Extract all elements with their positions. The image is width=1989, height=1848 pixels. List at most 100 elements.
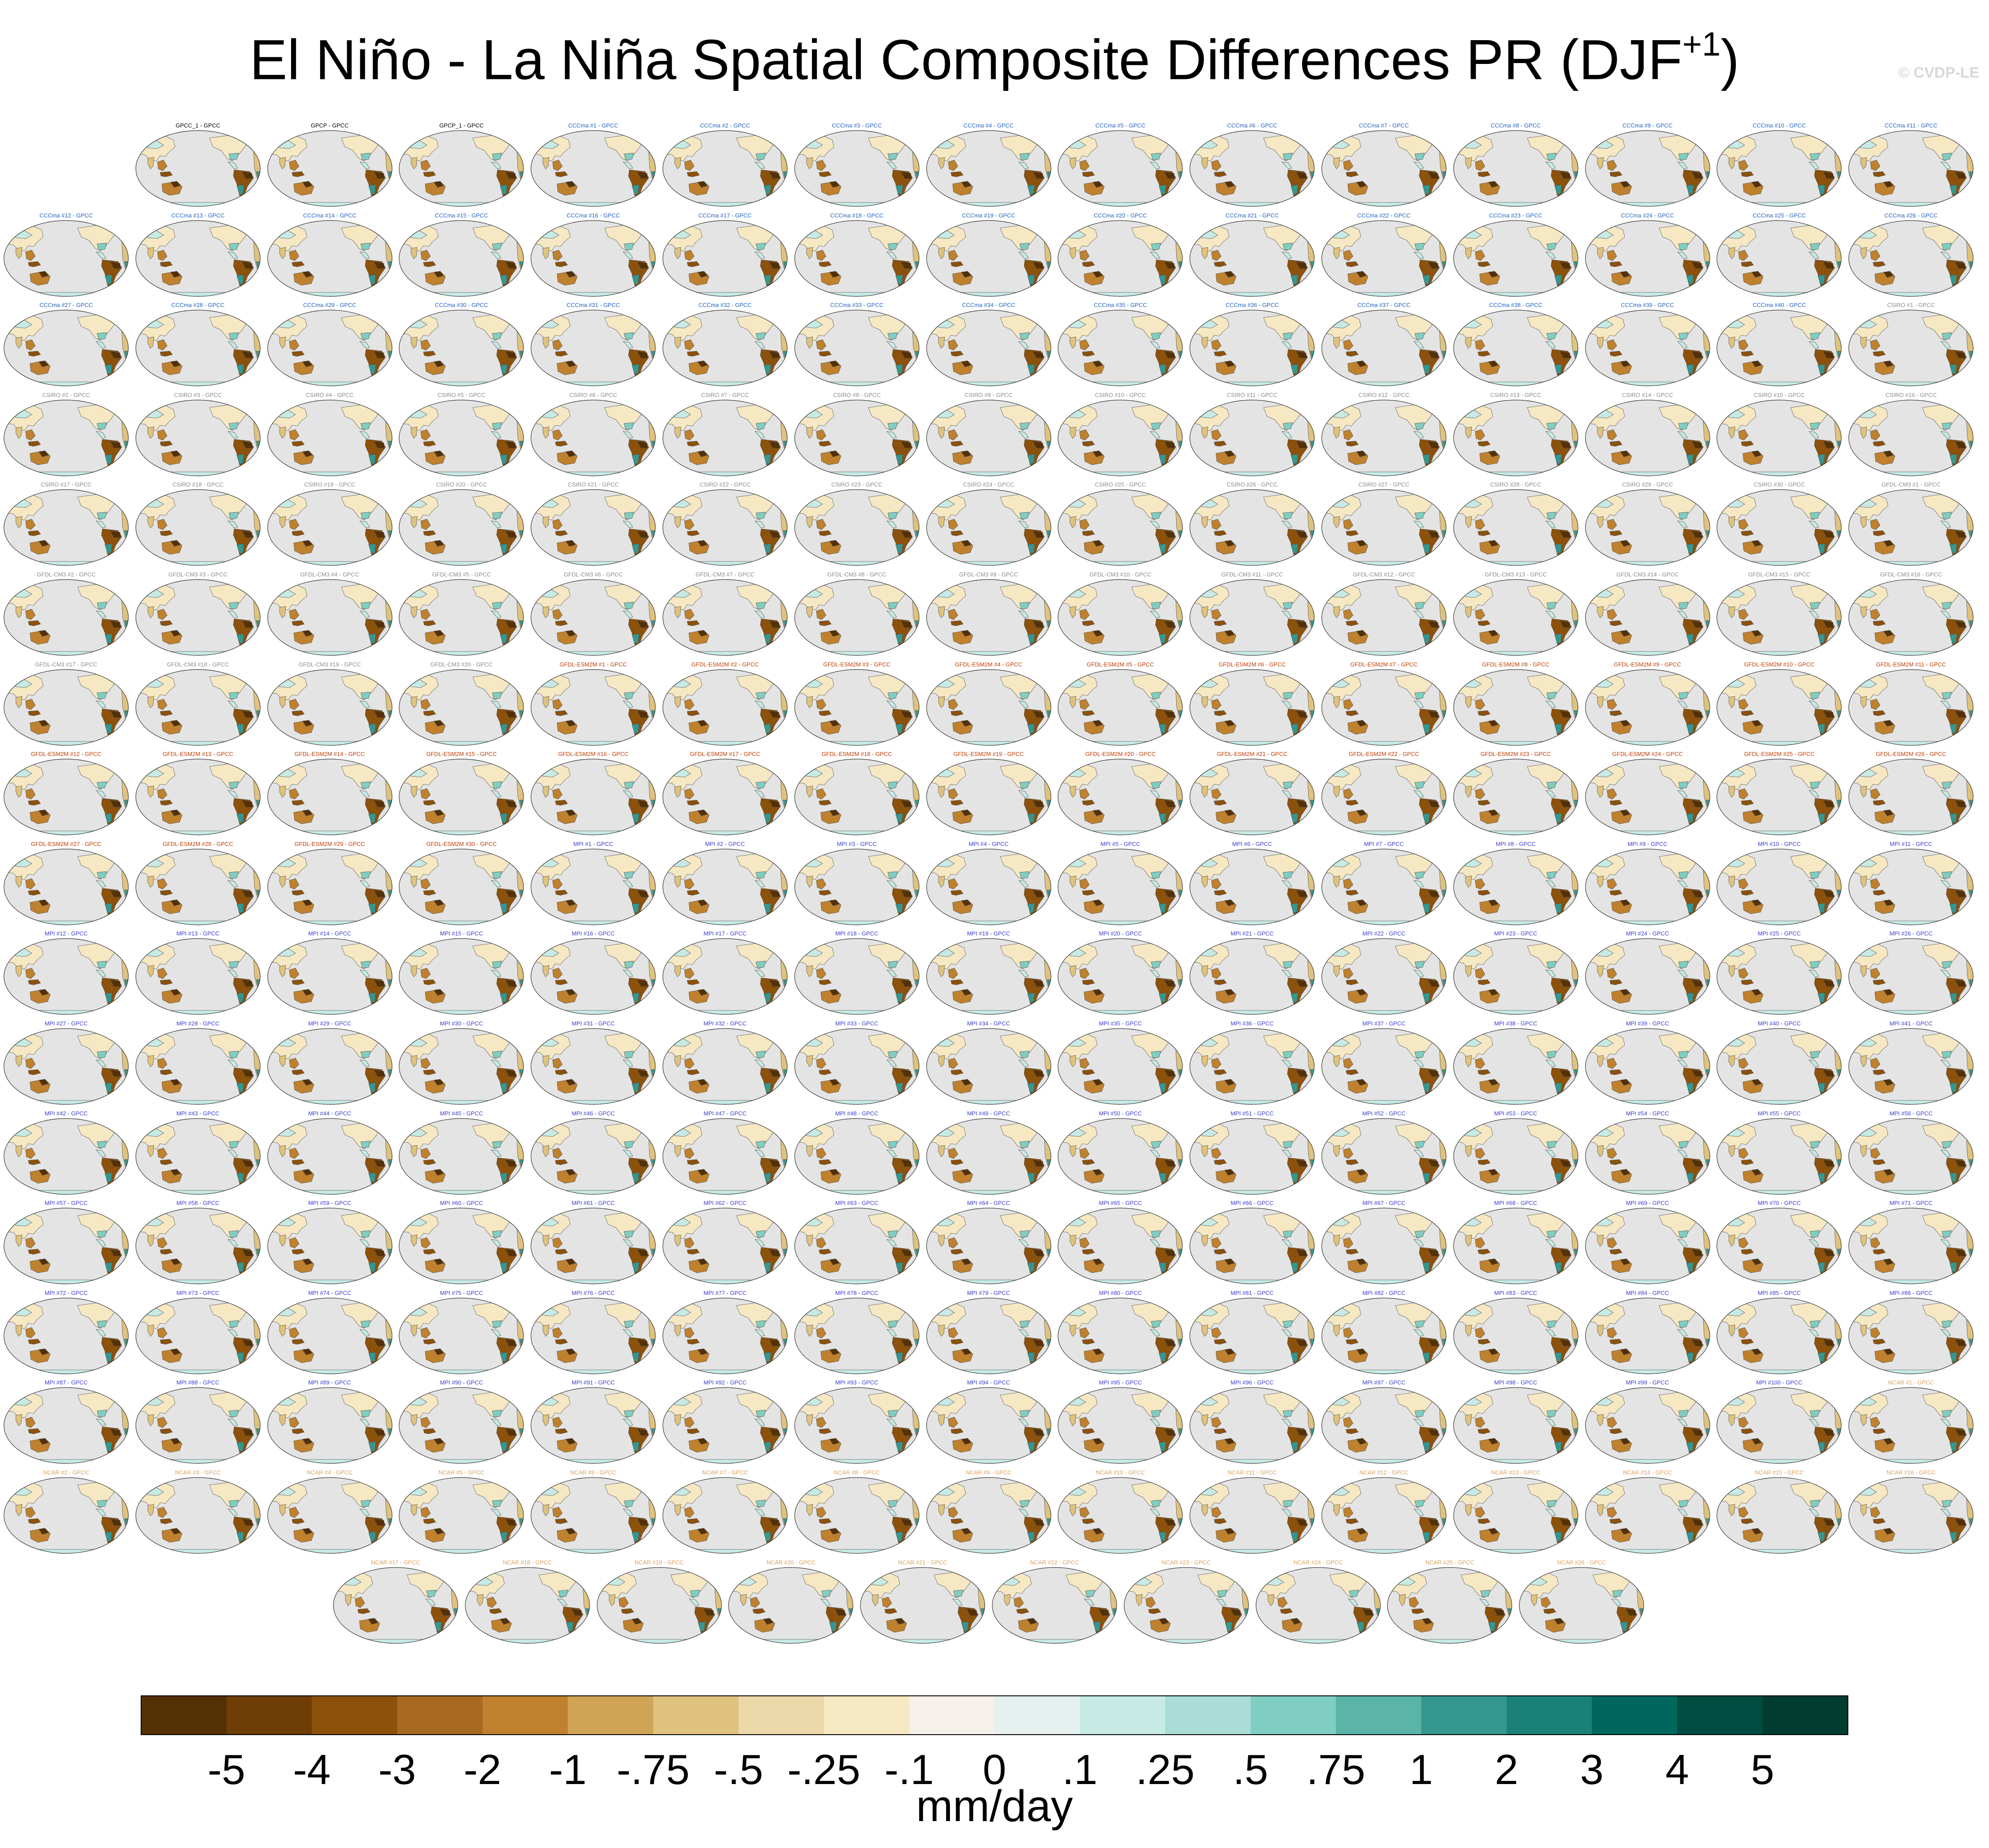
map-panel: CSIRO #26 - GPCC	[1187, 481, 1317, 568]
map-panel: MPI #68 - GPCC	[1451, 1200, 1581, 1286]
world-map-thumbnail	[464, 1566, 591, 1645]
map-panel: GFDL-CM3 #14 - GPCC	[1582, 571, 1713, 658]
map-panel: NCAR #20 - GPCC	[725, 1559, 856, 1646]
world-map-thumbnail	[662, 309, 789, 387]
world-map-thumbnail	[1189, 219, 1316, 298]
map-panel: MPI #93 - GPCC	[792, 1379, 922, 1466]
map-panel: CCCma #2 - GPCC	[660, 122, 790, 209]
world-map-thumbnail	[662, 937, 789, 1016]
map-panel-title: CSIRO #21 - GPCC	[568, 481, 619, 488]
map-panel-title: MPI #79 - GPCC	[967, 1289, 1010, 1296]
map-panel-title: GFDL-CM3 #19 - GPCC	[299, 661, 361, 668]
map-panel-title: MPI #14 - GPCC	[308, 930, 351, 937]
map-panel-title: CCCma #31 - GPCC	[566, 302, 620, 309]
map-panel-title: NCAR #19 - GPCC	[634, 1559, 684, 1566]
world-map-thumbnail	[1452, 399, 1579, 477]
world-map-thumbnail	[1716, 1476, 1843, 1555]
map-panel-title: MPI #34 - GPCC	[967, 1020, 1010, 1027]
world-map-thumbnail	[135, 848, 262, 926]
map-panel: NCAR #19 - GPCC	[594, 1559, 725, 1646]
world-map-thumbnail	[1847, 668, 1974, 747]
map-panel: NCAR #2 - GPCC	[1, 1469, 131, 1556]
colorbar-swatch	[1336, 1696, 1422, 1735]
world-map-thumbnail	[1584, 488, 1711, 567]
map-panel-title: MPI #38 - GPCC	[1494, 1020, 1537, 1027]
page-title: El Niño - La Niña Spatial Composite Diff…	[0, 16, 1989, 94]
map-panel: MPI #22 - GPCC	[1319, 930, 1449, 1017]
map-panel-title: CSIRO #9 - GPCC	[965, 391, 1013, 398]
map-panel-title: MPI #22 - GPCC	[1362, 930, 1406, 937]
map-panel-title: CCCma #33 - GPCC	[830, 302, 884, 309]
map-panel-title: GFDL-ESM2M #7 - GPCC	[1350, 661, 1418, 668]
map-panel-title: MPI #44 - GPCC	[308, 1110, 351, 1117]
map-panel-title: CSIRO #7 - GPCC	[701, 391, 749, 398]
world-map-thumbnail	[1584, 399, 1711, 477]
map-panel: MPI #43 - GPCC	[133, 1110, 263, 1197]
colorbar-swatch	[568, 1696, 654, 1735]
world-map-thumbnail	[266, 219, 393, 298]
map-panel-title: MPI #80 - GPCC	[1099, 1289, 1142, 1296]
map-panel: CCCma #29 - GPCC	[265, 302, 395, 388]
world-map-thumbnail	[793, 937, 920, 1016]
world-map-thumbnail	[266, 399, 393, 477]
world-map-thumbnail	[925, 937, 1052, 1016]
world-map-thumbnail	[398, 1297, 525, 1375]
map-panel-title: CCCma #37 - GPCC	[1357, 302, 1411, 309]
map-panel: GFDL-ESM2M #12 - GPCC	[1, 751, 131, 837]
map-panel-title: CSIRO #15 - GPCC	[1753, 391, 1805, 398]
map-panel: MPI #55 - GPCC	[1714, 1110, 1844, 1197]
world-map-thumbnail	[530, 848, 657, 926]
world-map-thumbnail	[925, 1207, 1052, 1285]
colorbar-tick-label: -2	[464, 1746, 501, 1793]
map-panel-title: CSIRO #26 - GPCC	[1226, 481, 1278, 488]
world-map-thumbnail	[793, 309, 920, 387]
colorbar-tick-label: 3	[1580, 1746, 1604, 1793]
map-panel-title: CSIRO #13 - GPCC	[1490, 391, 1541, 398]
map-panel: CCCma #37 - GPCC	[1319, 302, 1449, 388]
map-panel-title: GFDL-ESM2M #10 - GPCC	[1744, 661, 1815, 668]
map-panel-title: CSIRO #16 - GPCC	[1885, 391, 1937, 398]
map-panel: MPI #64 - GPCC	[923, 1200, 1054, 1286]
map-panel-title: MPI #89 - GPCC	[308, 1379, 351, 1386]
world-map-thumbnail	[266, 758, 393, 836]
world-map-thumbnail	[1189, 1027, 1316, 1106]
map-panel-title: GFDL-ESM2M #4 - GPCC	[955, 661, 1022, 668]
map-panel-title: MPI #15 - GPCC	[440, 930, 483, 937]
map-panel: CSIRO #18 - GPCC	[133, 481, 263, 568]
map-panel-title: MPI #99 - GPCC	[1626, 1379, 1669, 1386]
map-panel-title: NCAR #7 - GPCC	[702, 1469, 748, 1476]
map-panel: CSIRO #14 - GPCC	[1582, 392, 1713, 478]
world-map-thumbnail	[925, 578, 1052, 657]
map-panel: CCCma #20 - GPCC	[1055, 212, 1185, 299]
map-panel-title: NCAR #20 - GPCC	[766, 1559, 816, 1566]
map-panel: MPI #69 - GPCC	[1582, 1200, 1713, 1286]
world-map-thumbnail	[1716, 758, 1843, 836]
map-panel-title: GFDL-ESM2M #30 - GPCC	[426, 840, 497, 847]
world-map-thumbnail	[398, 937, 525, 1016]
map-panel: NCAR #8 - GPCC	[792, 1469, 922, 1556]
world-map-thumbnail	[1057, 219, 1184, 298]
map-panel: GFDL-CM3 #12 - GPCC	[1319, 571, 1449, 658]
world-map-thumbnail	[135, 578, 262, 657]
world-map-thumbnail	[1452, 1476, 1579, 1555]
world-map-thumbnail	[135, 1117, 262, 1196]
map-panel: MPI #82 - GPCC	[1319, 1290, 1449, 1376]
map-panel: MPI #13 - GPCC	[133, 930, 263, 1017]
map-panel-title: CCCma #27 - GPCC	[39, 302, 93, 309]
world-map-thumbnail	[1189, 399, 1316, 477]
world-map-thumbnail	[135, 668, 262, 747]
map-panel: GFDL-ESM2M #14 - GPCC	[265, 751, 395, 837]
map-panel: CSIRO #2 - GPCC	[1, 392, 131, 478]
map-panel-title: MPI #10 - GPCC	[1757, 840, 1801, 847]
map-panel-title: GFDL-ESM2M #13 - GPCC	[162, 751, 233, 758]
map-panel-title: GFDL-ESM2M #5 - GPCC	[1087, 661, 1154, 668]
map-panel-title: GFDL-ESM2M #22 - GPCC	[1349, 751, 1419, 758]
map-panel-title: MPI #64 - GPCC	[967, 1200, 1010, 1207]
map-panel-title: CSIRO #12 - GPCC	[1358, 391, 1409, 398]
map-panel-title: MPI #98 - GPCC	[1494, 1379, 1537, 1386]
map-panel-title: CCCma #32 - GPCC	[698, 302, 752, 309]
map-panel: GFDL-ESM2M #2 - GPCC	[660, 661, 790, 748]
map-panel-title: CCCma #5 - GPCC	[1095, 122, 1146, 129]
world-map-thumbnail	[793, 219, 920, 298]
world-map-thumbnail	[3, 1027, 130, 1106]
